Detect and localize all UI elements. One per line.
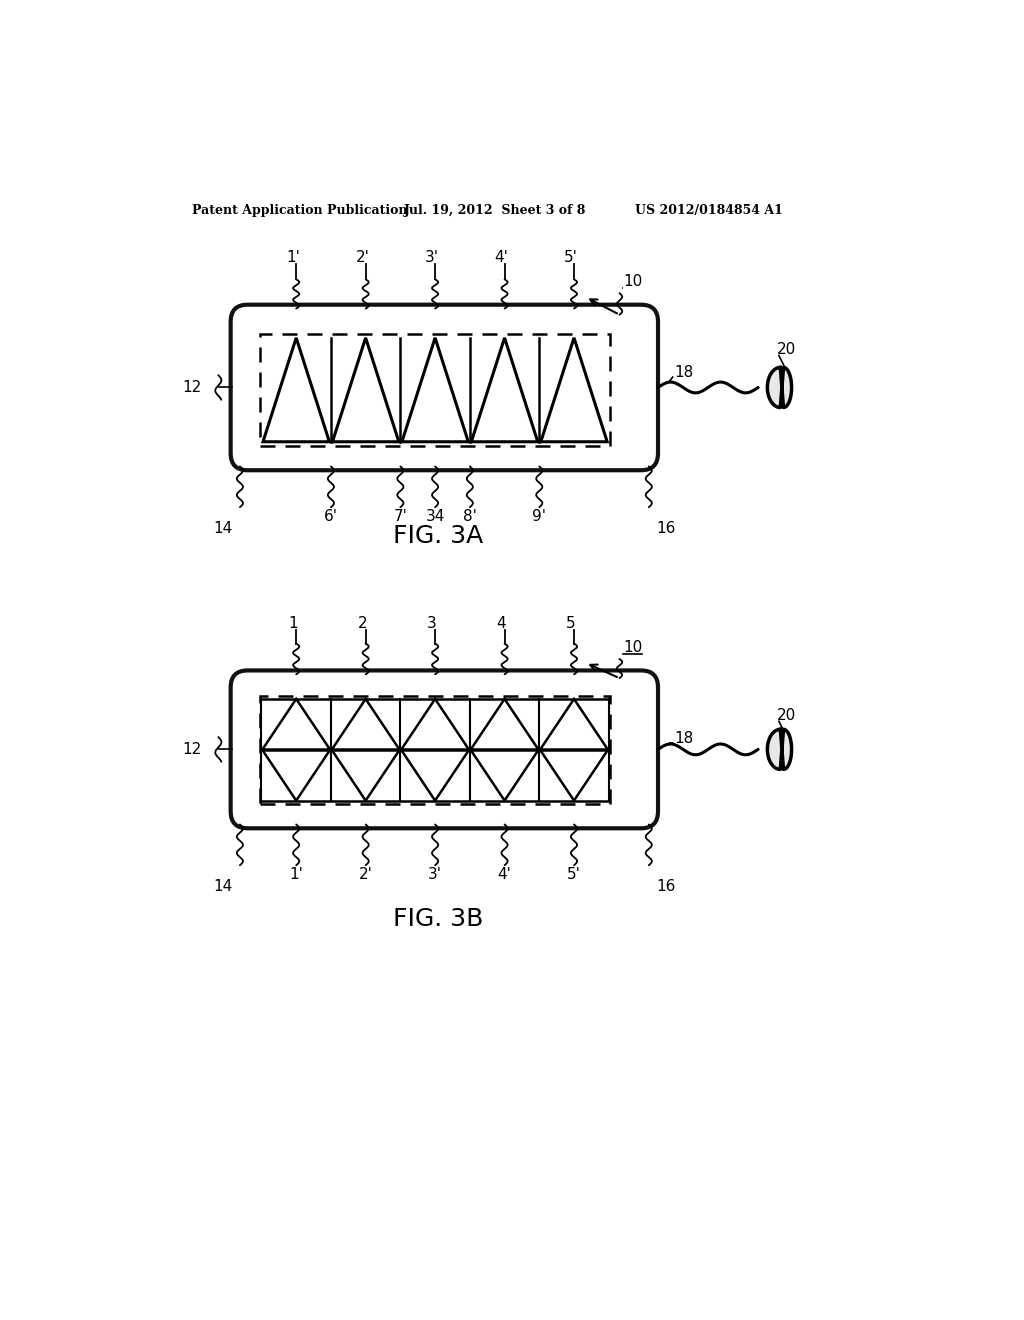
- Text: 18: 18: [674, 364, 693, 380]
- Text: 16: 16: [656, 879, 676, 895]
- Text: FIG. 3A: FIG. 3A: [393, 524, 483, 548]
- Text: 12: 12: [182, 742, 202, 756]
- Text: 9': 9': [532, 510, 546, 524]
- Text: 20: 20: [777, 342, 797, 356]
- Polygon shape: [767, 367, 792, 408]
- Text: 7': 7': [393, 510, 408, 524]
- Text: 5': 5': [564, 251, 578, 265]
- Polygon shape: [767, 730, 792, 770]
- Text: 14: 14: [213, 521, 232, 536]
- Text: Jul. 19, 2012  Sheet 3 of 8: Jul. 19, 2012 Sheet 3 of 8: [403, 205, 587, 218]
- Text: 2: 2: [357, 616, 368, 631]
- Text: 1': 1': [286, 251, 300, 265]
- Text: 4': 4': [495, 251, 508, 265]
- Text: FIG. 3B: FIG. 3B: [393, 907, 483, 931]
- Text: 4: 4: [497, 616, 506, 631]
- Text: 5': 5': [567, 867, 581, 882]
- Text: 1': 1': [289, 867, 303, 882]
- Text: 3': 3': [428, 867, 442, 882]
- Text: 2': 2': [358, 867, 373, 882]
- Text: 12: 12: [182, 380, 202, 395]
- FancyBboxPatch shape: [230, 671, 658, 829]
- Text: 3': 3': [425, 251, 439, 265]
- Text: 6': 6': [324, 510, 338, 524]
- FancyBboxPatch shape: [260, 334, 610, 446]
- Text: US 2012/0184854 A1: US 2012/0184854 A1: [635, 205, 782, 218]
- Text: 4': 4': [498, 867, 511, 882]
- Text: 5: 5: [566, 616, 575, 631]
- Text: 34: 34: [425, 510, 444, 524]
- FancyBboxPatch shape: [260, 696, 610, 804]
- Text: 10: 10: [624, 640, 643, 655]
- Text: 14: 14: [213, 879, 232, 895]
- Text: 1: 1: [289, 616, 298, 631]
- FancyBboxPatch shape: [230, 305, 658, 470]
- Text: 8': 8': [463, 510, 477, 524]
- Text: 16: 16: [656, 521, 676, 536]
- Text: 3: 3: [427, 616, 437, 631]
- Text: Patent Application Publication: Patent Application Publication: [193, 205, 408, 218]
- Text: 18: 18: [674, 731, 693, 746]
- Text: 20: 20: [777, 708, 797, 722]
- Text: 2': 2': [355, 251, 370, 265]
- Text: 10: 10: [624, 275, 643, 289]
